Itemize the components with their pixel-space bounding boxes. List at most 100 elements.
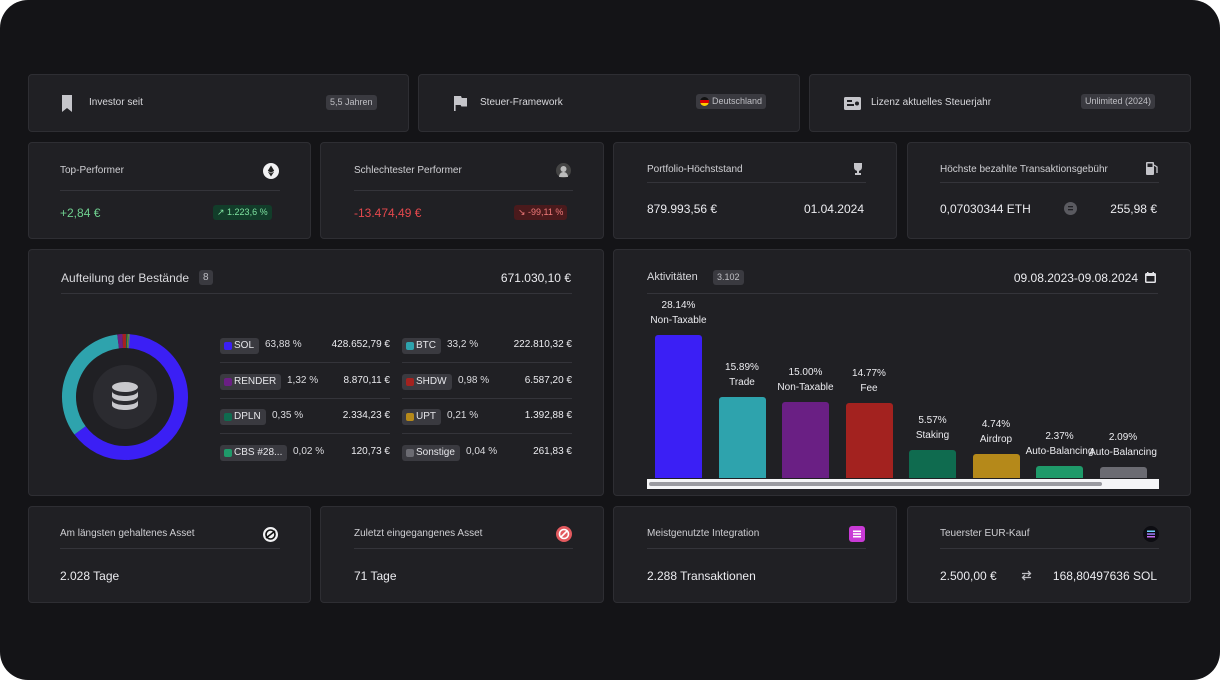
germany-flag-icon bbox=[700, 97, 709, 106]
activity-bar-label: 2.37% Auto-Balancing bbox=[1016, 429, 1103, 459]
activity-bar[interactable] bbox=[655, 335, 702, 478]
asset-chip: SHDW bbox=[402, 374, 452, 390]
asset-color-swatch bbox=[406, 378, 414, 386]
top-integration-title: Meistgenutzte Integration bbox=[647, 528, 760, 539]
tax-framework-badge: Deutschland bbox=[696, 94, 767, 109]
activity-bar-value: 28.14% bbox=[661, 300, 696, 311]
asset-amount: 261,83 € bbox=[533, 446, 572, 457]
asset-amount: 222.810,32 € bbox=[513, 339, 572, 350]
activity-bar-category: Fee bbox=[860, 382, 878, 394]
divider bbox=[647, 548, 866, 549]
investor-since-card: Investor seit 5,5 Jahren bbox=[28, 74, 409, 132]
activity-bar-category: Non-Taxable bbox=[777, 381, 834, 393]
integration-logo-icon bbox=[849, 526, 865, 542]
chart-scrollbar-thumb[interactable] bbox=[649, 482, 1102, 486]
asset-chip: RENDER bbox=[220, 374, 282, 390]
divider bbox=[220, 362, 390, 363]
divider bbox=[354, 548, 573, 549]
asset-chip: Sonstige bbox=[402, 445, 460, 461]
asset-name: BTC bbox=[416, 340, 436, 351]
top-integration-card: Meistgenutzte Integration 2.288 Transakt… bbox=[613, 506, 897, 603]
activity-bar[interactable] bbox=[909, 449, 956, 478]
highest-fee-title: Höchste bezahlte Transaktionsgebühr bbox=[940, 164, 1108, 175]
longest-held-title: Am längsten gehaltenes Asset bbox=[60, 528, 195, 539]
top-integration-value: 2.288 Transaktionen bbox=[647, 569, 756, 583]
activity-bar-category: Airdrop bbox=[979, 433, 1013, 445]
worst-performer-change-badge: ↘ -99,11 % bbox=[514, 205, 568, 220]
bookmark-icon bbox=[62, 95, 72, 112]
investor-since-label: Investor seit bbox=[89, 97, 143, 108]
activity-bar[interactable] bbox=[972, 453, 1020, 478]
holdings-legend-item: SHDW 0,98 % 6.587,20 € bbox=[402, 374, 572, 399]
holdings-donut-chart bbox=[62, 334, 188, 460]
divider bbox=[220, 398, 390, 399]
highest-fee-eur: 255,98 € bbox=[1110, 202, 1157, 216]
donut-slice-sol[interactable] bbox=[74, 334, 188, 460]
highest-fee-card: Höchste bezahlte Transaktionsgebühr 0,07… bbox=[907, 142, 1191, 239]
priciest-buy-card: Teuerster EUR-Kauf 2.500,00 € 168,804976… bbox=[907, 506, 1191, 603]
holdings-legend-item: UPT 0,21 % 1.392,88 € bbox=[402, 409, 572, 434]
portfolio-peak-date: 01.04.2024 bbox=[803, 202, 864, 216]
divider bbox=[647, 293, 1158, 294]
top-performer-change-badge: ↗ 1.223,6 % bbox=[213, 205, 272, 220]
asset-amount: 2.334,23 € bbox=[342, 410, 390, 421]
token-logo-icon bbox=[556, 526, 572, 542]
last-received-value: 71 Tage bbox=[354, 569, 397, 583]
worst-performer-card: Schlechtester Performer -13.474,49 € ↘ -… bbox=[320, 142, 604, 239]
asset-amount: 8.870,11 € bbox=[343, 375, 390, 386]
chart-scrollbar-track[interactable] bbox=[647, 479, 1159, 489]
asset-percentage: 0,35 % bbox=[272, 410, 304, 421]
activity-bar-category: Auto-Balancing bbox=[1025, 445, 1094, 457]
flag-icon bbox=[454, 96, 467, 111]
asset-chip: CBS #28... bbox=[220, 445, 288, 461]
holdings-total: 671.030,10 € bbox=[500, 271, 571, 285]
longest-held-card: Am längsten gehaltenes Asset 2.028 Tage bbox=[28, 506, 311, 603]
priciest-buy-eur: 2.500,00 € bbox=[940, 569, 997, 583]
ethereum-coin-icon bbox=[1064, 202, 1077, 215]
ethereum-icon bbox=[263, 163, 279, 179]
activity-bar-label: 4.74% Airdrop bbox=[953, 417, 1040, 447]
holdings-count-badge: 8 bbox=[199, 270, 213, 285]
asset-logo-icon bbox=[263, 527, 278, 542]
asset-percentage: 0,02 % bbox=[293, 446, 325, 457]
activity-bar[interactable] bbox=[718, 397, 766, 478]
activity-bar-label: 5.57% Staking bbox=[889, 413, 976, 443]
holdings-title: Aufteilung der Bestände bbox=[61, 271, 190, 285]
asset-name: DPLN bbox=[234, 411, 261, 422]
holdings-legend-item: SOL 63,88 % 428.652,79 € bbox=[220, 338, 390, 363]
worst-performer-value: -13.474,49 € bbox=[354, 206, 422, 220]
highest-fee-value: 0,07030344 ETH bbox=[940, 202, 1031, 216]
activity-bar[interactable] bbox=[1036, 465, 1083, 478]
asset-name: RENDER bbox=[234, 376, 277, 387]
activity-bar-label: 15.00% Non-Taxable bbox=[762, 365, 849, 395]
calendar-icon[interactable] bbox=[1145, 272, 1156, 283]
activity-bar-value: 5.57% bbox=[918, 414, 947, 426]
asset-chip: DPLN bbox=[220, 409, 266, 425]
worst-performer-title: Schlechtester Performer bbox=[354, 165, 462, 176]
activities-count-badge: 3.102 bbox=[713, 270, 744, 285]
activity-bar[interactable] bbox=[782, 401, 829, 478]
license-badge: Unlimited (2024) bbox=[1081, 94, 1156, 109]
asset-amount: 6.587,20 € bbox=[524, 375, 572, 386]
asset-chip: BTC bbox=[402, 338, 441, 354]
activities-title: Aktivitäten bbox=[647, 271, 698, 283]
activity-bar-value: 15.89% bbox=[725, 362, 759, 374]
portfolio-peak-card: Portfolio-Höchststand 879.993,56 € 01.04… bbox=[613, 142, 897, 239]
activities-date-range[interactable]: 09.08.2023-09.08.2024 bbox=[1013, 271, 1138, 285]
activity-bar[interactable] bbox=[845, 402, 893, 478]
asset-name: CBS #28... bbox=[234, 447, 283, 458]
divider bbox=[220, 433, 390, 434]
asset-color-swatch bbox=[224, 342, 232, 350]
activity-bar[interactable] bbox=[1099, 467, 1147, 478]
activity-bar-label: 14.77% Fee bbox=[826, 366, 913, 396]
holdings-card: Aufteilung der Bestände 8 671.030,10 € S… bbox=[28, 249, 604, 496]
asset-chip: SOL bbox=[220, 338, 260, 354]
activity-bar-category: Trade bbox=[729, 377, 755, 389]
license-label: Lizenz aktuelles Steuerjahr bbox=[871, 97, 992, 108]
divider bbox=[402, 362, 572, 363]
top-performer-value: +2,84 € bbox=[60, 206, 101, 220]
divider bbox=[61, 293, 572, 294]
divider bbox=[402, 433, 572, 434]
donut-slice-btc[interactable] bbox=[62, 334, 120, 435]
divider bbox=[402, 398, 572, 399]
